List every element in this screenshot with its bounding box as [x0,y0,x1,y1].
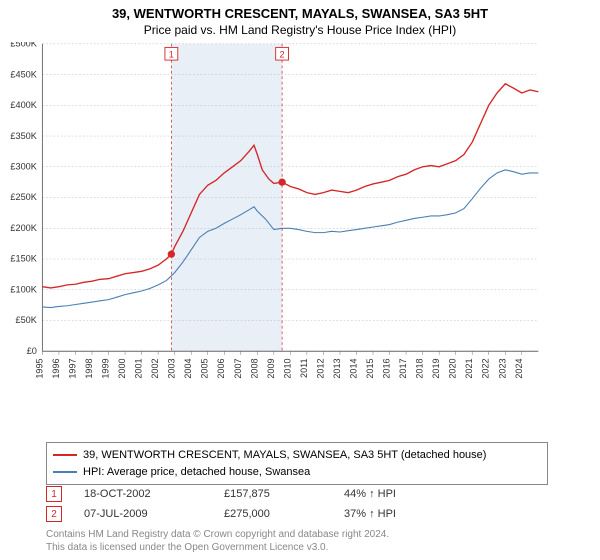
sale-price: £157,875 [224,488,344,500]
svg-text:2014: 2014 [348,358,358,378]
sale-date: 18-OCT-2002 [84,488,224,500]
svg-text:2010: 2010 [282,358,292,378]
svg-text:2021: 2021 [464,358,474,378]
svg-text:£300K: £300K [10,162,37,172]
legend-label: 39, WENTWORTH CRESCENT, MAYALS, SWANSEA,… [83,447,486,464]
svg-text:2023: 2023 [497,358,507,378]
svg-text:£100K: £100K [10,285,37,295]
svg-text:1997: 1997 [67,358,77,378]
svg-text:£150K: £150K [10,254,37,264]
sale-hpi: 44% ↑ HPI [344,488,464,500]
sale-marker-icon: 2 [46,506,62,522]
legend: 39, WENTWORTH CRESCENT, MAYALS, SWANSEA,… [46,442,548,485]
svg-text:2001: 2001 [134,358,144,378]
legend-label: HPI: Average price, detached house, Swan… [83,464,310,481]
svg-text:2017: 2017 [398,358,408,378]
svg-text:2019: 2019 [431,358,441,378]
sale-date: 07-JUL-2009 [84,508,224,520]
svg-text:2011: 2011 [299,358,309,377]
svg-text:2012: 2012 [315,358,325,378]
sale-price: £275,000 [224,508,344,520]
plot-svg: £0 £50K £100K £150K £200K £250K £300K £350K £400… [2,42,542,382]
legend-swatch [53,454,77,456]
sale-hpi: 37% ↑ HPI [344,508,464,520]
svg-text:£500K: £500K [10,42,37,49]
svg-text:1999: 1999 [100,358,110,378]
legend-item: 39, WENTWORTH CRESCENT, MAYALS, SWANSEA,… [53,447,541,464]
svg-text:£0: £0 [27,346,37,356]
svg-text:2020: 2020 [448,358,458,378]
svg-text:1995: 1995 [34,358,44,378]
svg-text:2009: 2009 [266,358,276,378]
svg-text:2002: 2002 [150,358,160,378]
sale-row: 2 07-JUL-2009 £275,000 37% ↑ HPI [46,504,464,524]
footer: Contains HM Land Registry data © Crown c… [46,528,389,554]
svg-text:2015: 2015 [365,358,375,378]
legend-swatch [53,471,77,473]
svg-text:£200K: £200K [10,223,37,233]
svg-text:2016: 2016 [381,358,391,378]
svg-text:1: 1 [169,49,174,59]
svg-text:£250K: £250K [10,192,37,202]
chart-container: 39, WENTWORTH CRESCENT, MAYALS, SWANSEA,… [0,0,600,560]
svg-text:2022: 2022 [481,358,491,378]
svg-text:2007: 2007 [233,358,243,378]
svg-text:2004: 2004 [183,358,193,378]
svg-text:2: 2 [280,49,285,59]
chart-title: 39, WENTWORTH CRESCENT, MAYALS, SWANSEA,… [0,0,600,21]
svg-text:2003: 2003 [167,358,177,378]
svg-text:£400K: £400K [10,100,37,110]
svg-text:2013: 2013 [332,358,342,378]
svg-text:2024: 2024 [514,358,524,378]
svg-text:£350K: £350K [10,131,37,141]
sales-table: 1 18-OCT-2002 £157,875 44% ↑ HPI 2 07-JU… [46,484,464,524]
footer-line: This data is licensed under the Open Gov… [46,541,389,554]
svg-text:2006: 2006 [216,358,226,378]
chart-subtitle: Price paid vs. HM Land Registry's House … [0,21,600,41]
svg-text:£50K: £50K [15,315,36,325]
sale-row: 1 18-OCT-2002 £157,875 44% ↑ HPI [46,484,464,504]
svg-text:2000: 2000 [117,358,127,378]
svg-text:1998: 1998 [84,358,94,378]
svg-text:2018: 2018 [415,358,425,378]
sale-marker-icon: 1 [46,486,62,502]
svg-text:1996: 1996 [51,358,61,378]
chart-area: £0£50K£100K£150K£200K£250K£300K£350K£400… [46,44,586,414]
svg-text:2008: 2008 [249,358,259,378]
svg-text:2005: 2005 [200,358,210,378]
svg-text:£450K: £450K [10,69,37,79]
footer-line: Contains HM Land Registry data © Crown c… [46,528,389,541]
legend-item: HPI: Average price, detached house, Swan… [53,464,541,481]
